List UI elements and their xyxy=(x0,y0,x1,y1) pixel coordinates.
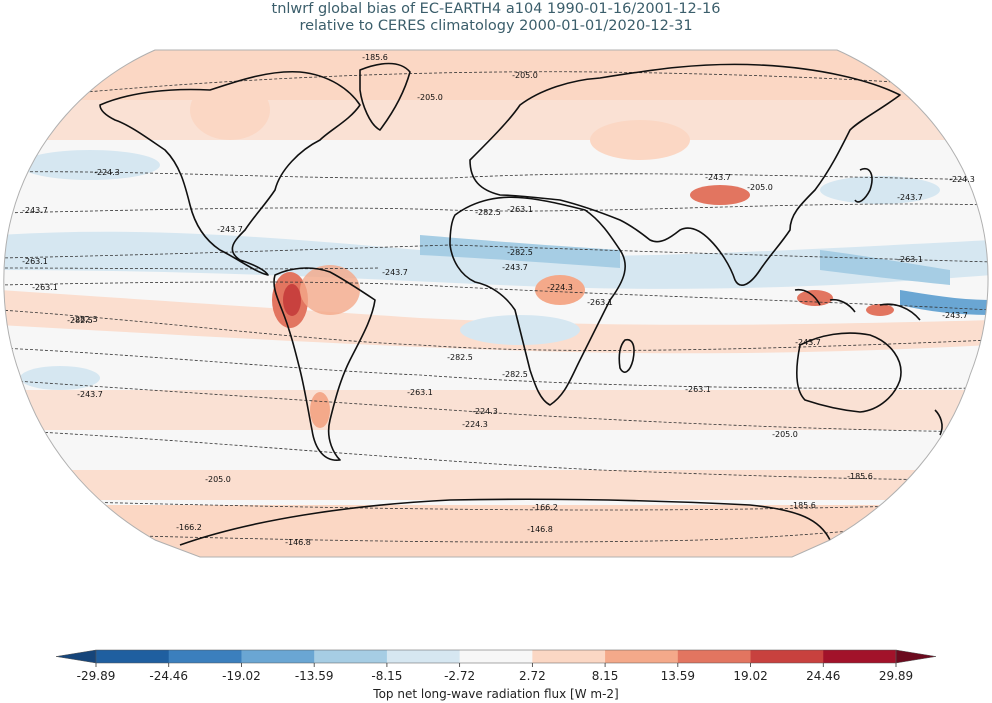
contour-label: -282.5 xyxy=(475,208,501,217)
contour-label: -282.5 xyxy=(72,315,98,324)
colorbar-cell xyxy=(168,650,242,663)
contour-label: -243.7 xyxy=(22,206,48,215)
contour-label: -166.2 xyxy=(176,523,202,532)
colorbar-cell xyxy=(314,650,388,663)
colorbar-tick-label: -19.02 xyxy=(222,669,261,683)
colorbar-tick-label: 24.46 xyxy=(806,669,840,683)
contour-label: -205.0 xyxy=(512,71,538,80)
colorbar-cell xyxy=(532,650,606,663)
contour-label: -166.2 xyxy=(532,503,558,512)
contour-label: -205.0 xyxy=(205,475,231,484)
contour-label: -282.5 xyxy=(502,370,528,379)
contour-label: -205.0 xyxy=(747,183,773,192)
contour-label: -243.7 xyxy=(705,173,731,182)
contour-label: -243.7 xyxy=(217,225,243,234)
contour-labels: -185.6 -205.0 -205.0 -224.3 -224.3 -243.7 -243… xyxy=(22,53,975,547)
contour-label: -263.1 xyxy=(32,283,58,292)
contour-label: -205.0 xyxy=(417,93,443,102)
colorbar-cell xyxy=(96,650,170,663)
contour-label: -224.3 xyxy=(949,175,975,184)
contour-label: -243.7 xyxy=(502,263,528,272)
colorbar-cell xyxy=(605,650,679,663)
colorbar-cell xyxy=(241,650,315,663)
contour-label: -224.3 xyxy=(472,407,498,416)
colorbar-tick-label: -29.89 xyxy=(77,669,116,683)
colorbar-tick-label: -8.15 xyxy=(371,669,402,683)
contour-label: -263.1 xyxy=(407,388,433,397)
contour-label: -282.5 xyxy=(507,248,533,257)
colorbar-cell xyxy=(750,650,824,663)
contour-label: -282.5 xyxy=(447,353,473,362)
contour-label: -263.1 xyxy=(22,257,48,266)
contour-label: -243.7 xyxy=(795,338,821,347)
colorbar-label: Top net long-wave radiation flux [W m-2] xyxy=(372,687,618,701)
contour-label: -263.1 xyxy=(587,298,613,307)
map-title-line2: relative to CERES climatology 2000-01-01… xyxy=(299,18,693,34)
map-title-line1: tnlwrf global bias of EC-EARTH4 a104 199… xyxy=(271,1,721,17)
colorbar-under-arrow xyxy=(55,649,97,664)
colorbar-tick-label: -13.59 xyxy=(295,669,334,683)
contour-label: -146.8 xyxy=(285,538,311,547)
colorbar-cell xyxy=(386,650,461,663)
contour-label: -263.1 xyxy=(685,385,711,394)
contour-label: -205.0 xyxy=(772,430,798,439)
contour-label: -282.5 xyxy=(67,316,93,325)
colorbar-tick-label: -2.72 xyxy=(444,669,475,683)
colorbar-cell xyxy=(459,650,533,663)
colorbar-cell xyxy=(823,650,897,663)
contour-label: -185.6 xyxy=(790,501,816,510)
contour-label: -263.1 xyxy=(507,205,533,214)
contour-label: -243.7 xyxy=(77,390,103,399)
contour-label: -224.3 xyxy=(462,420,488,429)
contour-label: -185.6 xyxy=(362,53,388,62)
contour-label: -146.8 xyxy=(527,525,553,534)
contour-label: -243.7 xyxy=(897,193,923,202)
colorbar-border xyxy=(95,649,897,664)
colorbar-cell xyxy=(677,650,752,663)
contour-label: -263.1 xyxy=(897,255,923,264)
contour-label: -224.3 xyxy=(94,168,120,177)
colorbar-tick-label: 29.89 xyxy=(879,669,913,683)
contour-label: -243.7 xyxy=(942,311,968,320)
colorbar-tick-label: 2.72 xyxy=(519,669,546,683)
colorbar-tick-label: -24.46 xyxy=(149,669,188,683)
contour-label: -224.3 xyxy=(547,283,573,292)
contour-label: -185.6 xyxy=(847,472,873,481)
colorbar-tick-label: 13.59 xyxy=(661,669,695,683)
globe-outline xyxy=(3,49,989,558)
colorbar-over-arrow xyxy=(895,649,937,664)
contour-label: -243.7 xyxy=(382,268,408,277)
coastlines xyxy=(99,62,943,546)
colorbar-tick-label: 8.15 xyxy=(592,669,619,683)
colorbar-tick-label: 19.02 xyxy=(733,669,767,683)
